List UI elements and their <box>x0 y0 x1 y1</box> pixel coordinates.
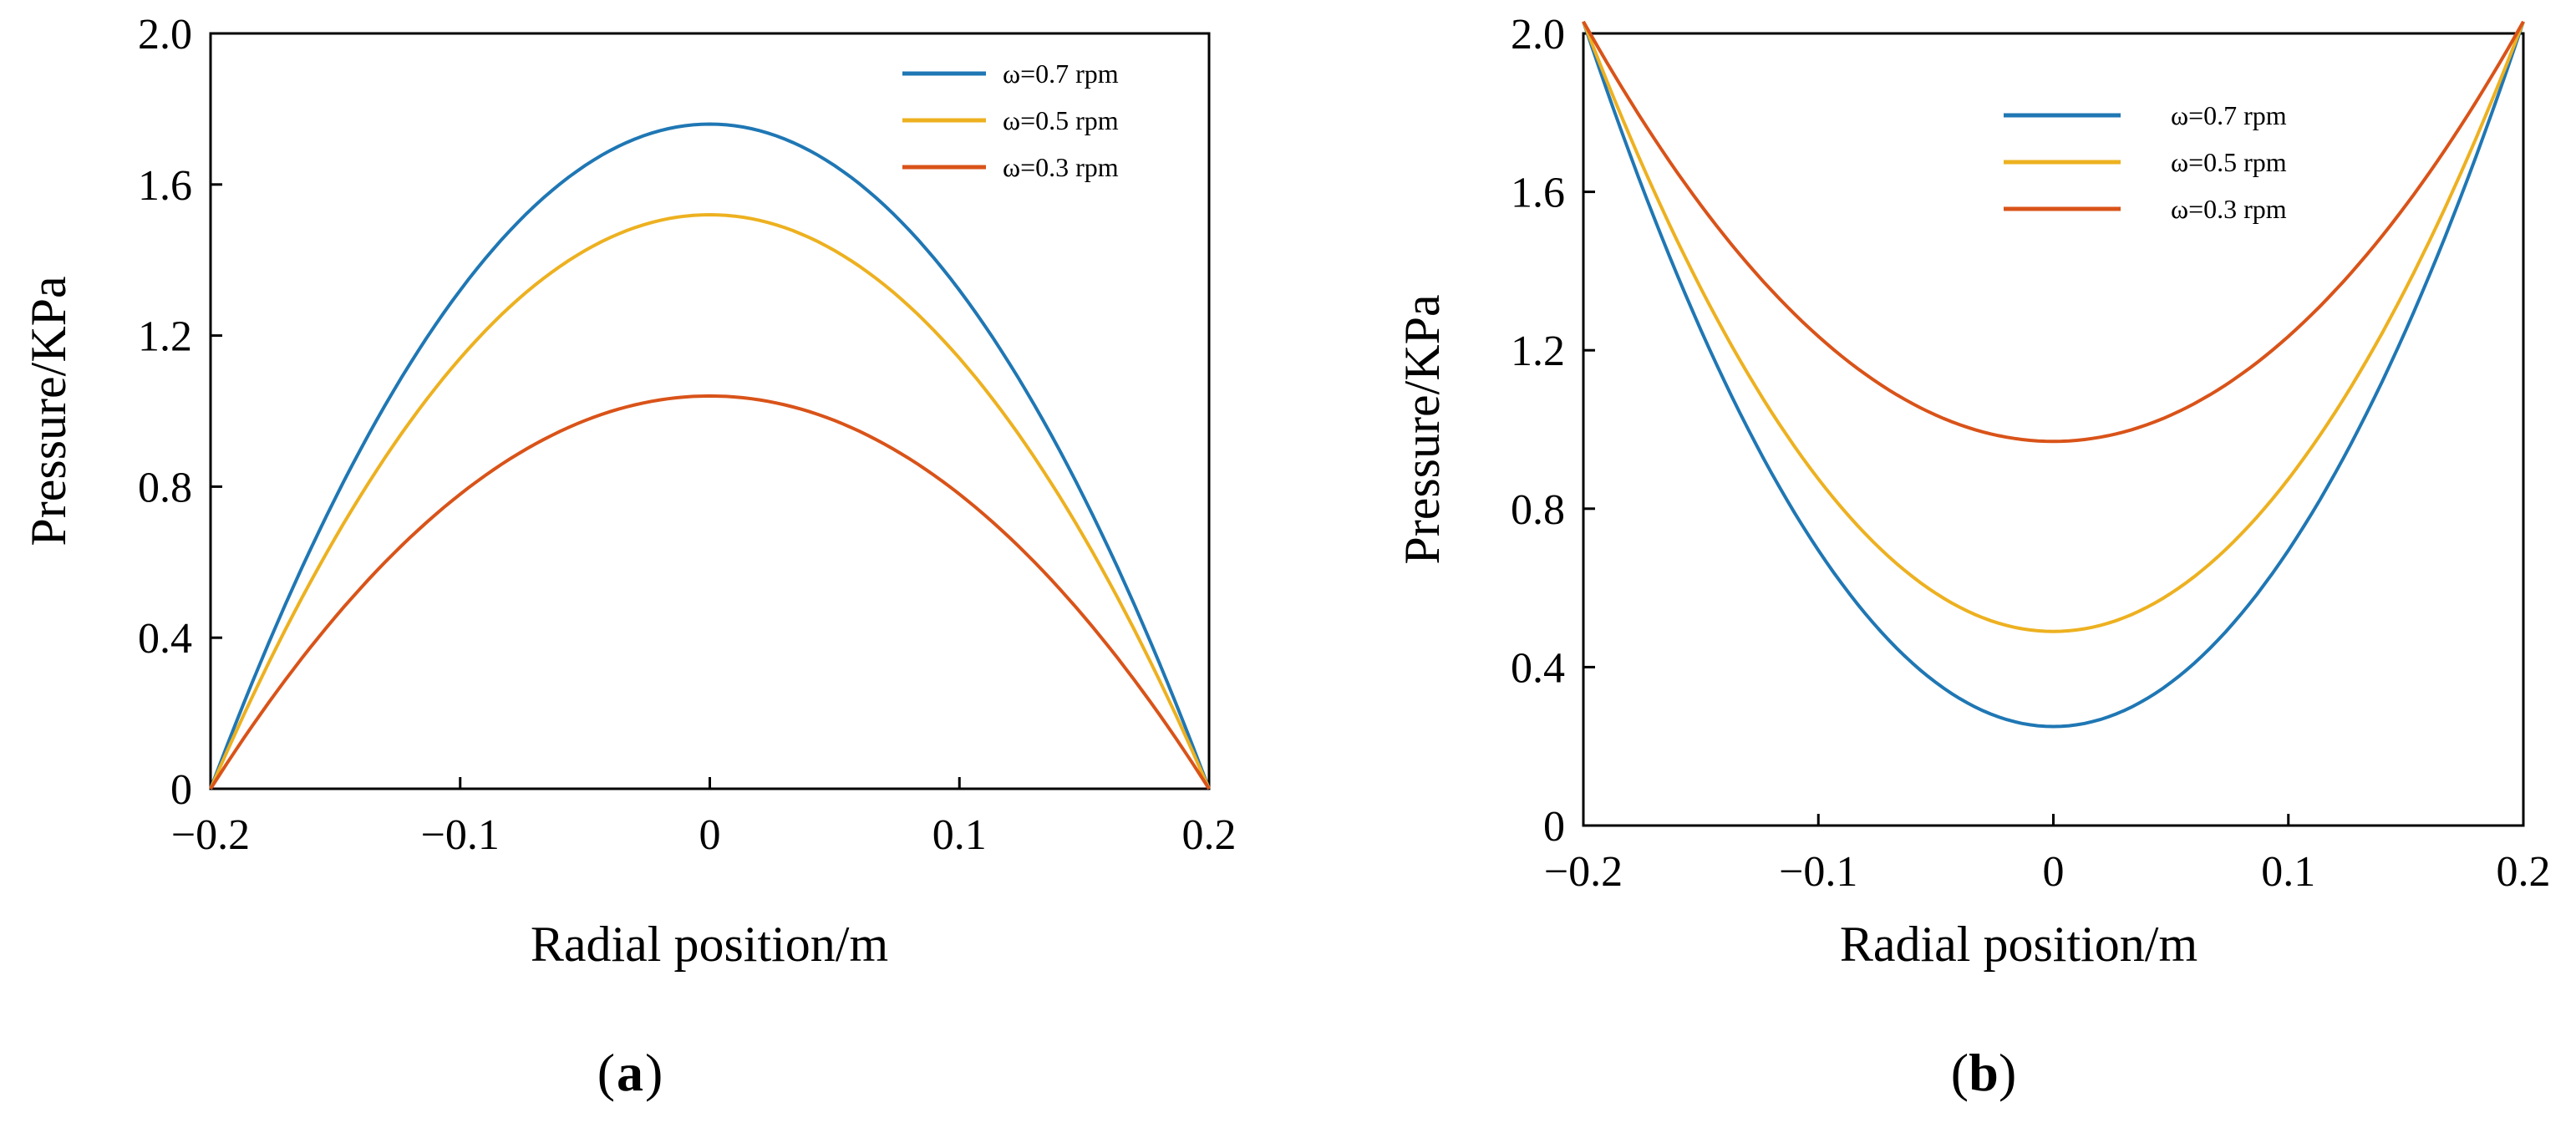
series-line-a-1 <box>209 212 1211 790</box>
legend-b: ω=0.7 rpm ω=0.5 rpm ω=0.3 rpm <box>2004 100 2287 224</box>
x-tick-label: 0.1 <box>932 811 987 859</box>
x-tick-label: 0 <box>2043 848 2065 896</box>
panel-letter-b: b <box>1969 1043 1999 1102</box>
y-tick-label: 0.8 <box>138 464 192 511</box>
y-tick-label: 0.8 <box>1511 486 1565 534</box>
y-tick-label: 1.2 <box>138 313 192 361</box>
series-line-a-2 <box>209 394 1211 790</box>
legend-label: ω=0.3 rpm <box>2171 194 2287 224</box>
series-lines-b <box>1582 20 2525 729</box>
svg-text:(: ( <box>597 1043 615 1102</box>
x-tick-label: 0.2 <box>2497 848 2551 896</box>
series-line-b-2 <box>1582 20 2525 444</box>
x-tick-label: 0.2 <box>1182 811 1237 859</box>
y-tick-label: 0.4 <box>138 615 192 663</box>
x-axis-title-a: Radial position/m <box>531 917 888 972</box>
legend-label: ω=0.7 rpm <box>2171 100 2287 130</box>
legend-label: ω=0.7 rpm <box>1003 58 1119 89</box>
panel-label-a: ( a ) <box>597 1043 663 1102</box>
x-tick-label: 0.1 <box>2261 848 2315 896</box>
y-tick-label: 1.6 <box>1511 170 1565 217</box>
y-tick-label: 2.0 <box>138 11 192 58</box>
ticks-a: −0.2 −0.1 0 0.1 0.2 0 0.4 0.8 1.2 1.6 2.0 <box>138 11 1237 859</box>
plot-frame-a <box>209 32 1211 790</box>
y-tick-label: 1.6 <box>138 162 192 210</box>
y-axis-title-b: Pressure/KPa <box>1395 294 1450 564</box>
legend-label: ω=0.5 rpm <box>2171 147 2287 177</box>
x-axis-title-b: Radial position/m <box>1840 917 2197 972</box>
y-axis-title-a: Pressure/KPa <box>21 276 76 546</box>
x-tick-label: −0.2 <box>171 811 250 859</box>
series-line-b-1 <box>1582 21 2525 633</box>
legend-label: ω=0.3 rpm <box>1003 152 1119 182</box>
y-tick-label: 1.2 <box>1511 328 1565 375</box>
legend-label: ω=0.5 rpm <box>1003 105 1119 135</box>
ticks-b: −0.2 −0.1 0 0.1 0.2 0 0.4 0.8 1.2 1.6 2.0 <box>1511 11 2551 896</box>
y-tick-label: 0.4 <box>1511 644 1565 692</box>
chart-panel-a: −0.2 −0.1 0 0.1 0.2 0 0.4 0.8 1.2 1.6 2.0 ω=0.7 rp… <box>21 11 1237 1102</box>
series-line-b-0 <box>1582 21 2525 729</box>
legend-a: ω=0.7 rpm ω=0.5 rpm ω=0.3 rpm <box>902 58 1119 182</box>
plot-frame-b <box>1582 32 2525 827</box>
panel-label-b: ( b ) <box>1951 1043 2017 1102</box>
x-tick-label: −0.2 <box>1544 848 1623 896</box>
y-tick-label: 0 <box>170 766 192 814</box>
panel-letter-a: a <box>617 1043 643 1102</box>
x-tick-label: −0.1 <box>1779 848 1857 896</box>
y-tick-label: 0 <box>1543 803 1565 851</box>
x-tick-label: −0.1 <box>421 811 500 859</box>
x-tick-label: 0 <box>699 811 721 859</box>
chart-panel-b: −0.2 −0.1 0 0.1 0.2 0 0.4 0.8 1.2 1.6 2.0 ω=0.7 rp… <box>1395 11 2551 1102</box>
series-lines-a <box>209 122 1211 790</box>
svg-text:): ) <box>1999 1043 2016 1102</box>
series-line-a-0 <box>209 122 1211 790</box>
y-tick-label: 2.0 <box>1511 11 1565 58</box>
svg-text:(: ( <box>1951 1043 1969 1102</box>
svg-text:): ) <box>645 1043 663 1102</box>
